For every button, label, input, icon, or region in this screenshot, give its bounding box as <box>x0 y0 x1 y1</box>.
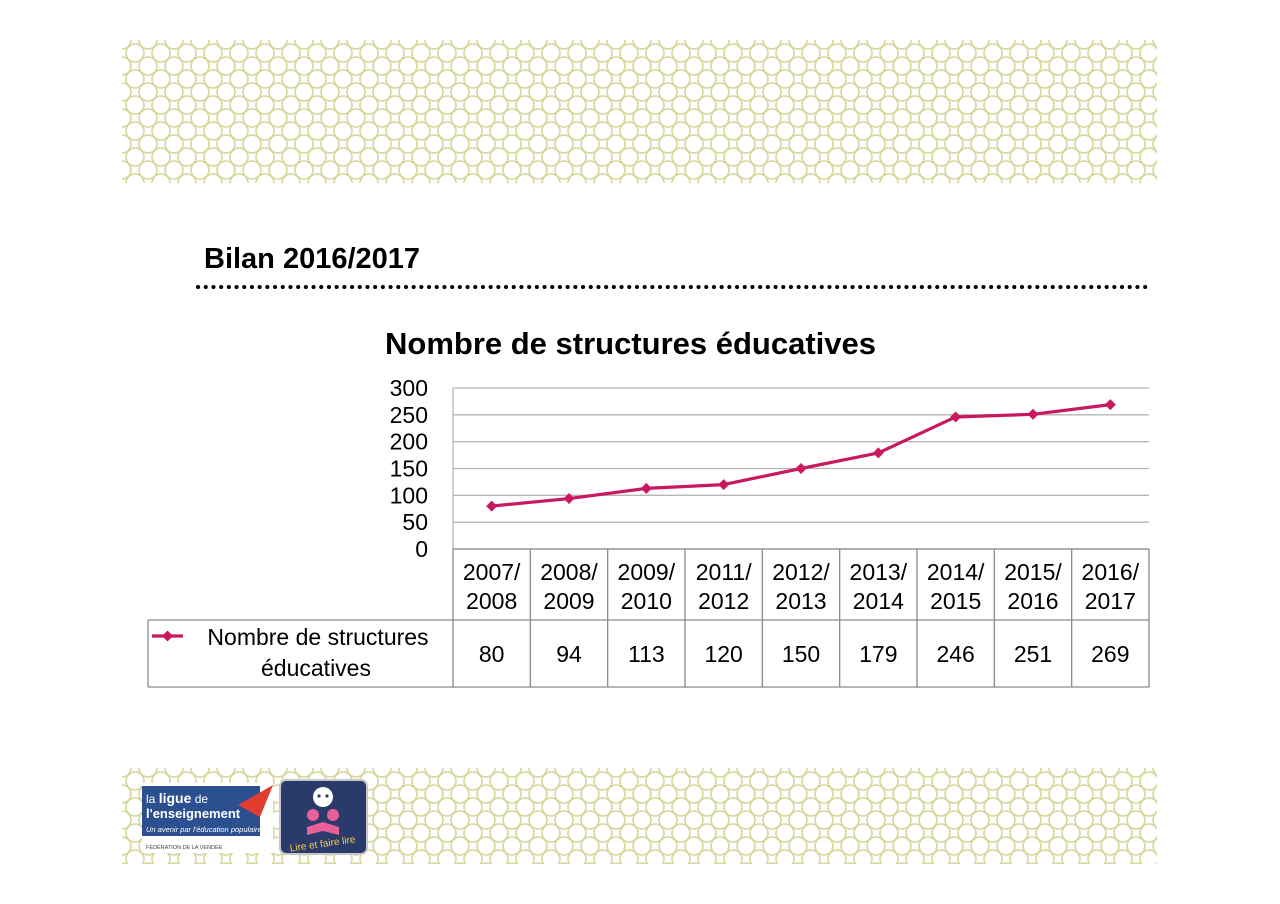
chart-title: Nombre de structures éducatives <box>385 326 877 361</box>
x-category-label: 2010 <box>621 588 672 614</box>
data-table-value: 94 <box>556 641 582 667</box>
data-point <box>640 482 652 494</box>
x-category-label: 2016 <box>1007 588 1058 614</box>
y-tick-label: 200 <box>390 429 428 455</box>
data-table-value: 269 <box>1091 641 1129 667</box>
x-category-label: 2015/ <box>1004 559 1062 585</box>
logo-text-line1: la ligue de <box>146 790 208 806</box>
y-tick-label: 0 <box>415 536 428 562</box>
section-title: Bilan 2016/2017 <box>204 243 421 275</box>
data-point <box>795 463 807 474</box>
x-category-label: 2008/ <box>540 559 598 585</box>
data-table-value: 246 <box>936 641 974 667</box>
book-icon <box>307 822 339 835</box>
y-tick-label: 300 <box>390 375 428 401</box>
data-point <box>950 411 962 423</box>
dotted-divider <box>196 285 1154 289</box>
x-category-label: 2009 <box>543 588 594 614</box>
data-table-value: 120 <box>704 641 742 667</box>
y-tick-label: 150 <box>390 456 428 482</box>
logo-footer: FÉDÉRATION DE LA VENDÉE <box>146 844 223 851</box>
data-point <box>872 447 884 459</box>
data-point <box>1027 408 1039 420</box>
x-category-label: 2016/ <box>1082 559 1140 585</box>
logo-text-line2: l'enseignement <box>146 806 241 821</box>
y-tick-label: 250 <box>390 402 428 428</box>
x-category-label: 2013/ <box>850 559 908 585</box>
child-left-icon <box>307 809 319 821</box>
x-category-label: 2009/ <box>618 559 676 585</box>
x-category-label: 2013 <box>775 588 826 614</box>
decorative-pattern-top <box>122 40 1157 183</box>
data-table-value: 251 <box>1014 641 1052 667</box>
x-category-label: 2007/ <box>463 559 521 585</box>
legend-label: Nombre de structures <box>207 624 428 650</box>
data-point <box>1104 399 1116 411</box>
data-table-value: 113 <box>628 641 665 667</box>
legend-marker <box>162 630 173 642</box>
child-right-icon <box>327 809 339 821</box>
x-category-label: 2011/ <box>696 559 752 585</box>
data-point <box>486 500 498 512</box>
x-category-label: 2014/ <box>927 559 985 585</box>
character-face-icon <box>313 787 333 807</box>
series-line <box>491 403 1111 508</box>
logo-tagline: Un avenir par l'éducation populaire <box>146 825 262 834</box>
x-category-label: 2012/ <box>772 559 830 585</box>
data-point <box>718 479 730 491</box>
x-category-label: 2014 <box>853 588 904 614</box>
ligue-enseignement-logo: la ligue de l'enseignement Un avenir par… <box>142 783 273 853</box>
data-table-value: 80 <box>479 641 505 667</box>
x-category-label: 2008 <box>466 588 517 614</box>
x-category-label: 2012 <box>698 588 749 614</box>
x-category-label: 2015 <box>930 588 981 614</box>
data-table-value: 179 <box>859 641 897 667</box>
data-table-value: 150 <box>782 641 820 667</box>
data-point <box>563 493 575 505</box>
y-tick-label: 50 <box>402 509 428 535</box>
lire-et-faire-lire-logo: Lire et faire lire <box>277 777 369 856</box>
legend-label: éducatives <box>261 655 371 681</box>
y-tick-label: 100 <box>390 482 428 508</box>
x-category-label: 2017 <box>1085 588 1136 614</box>
